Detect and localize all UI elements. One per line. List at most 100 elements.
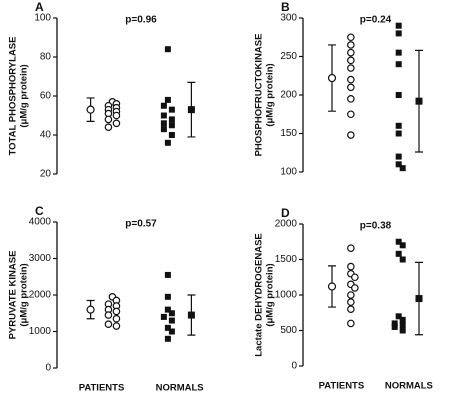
normal-point (395, 250, 402, 257)
y-tick-label: 2000 (275, 219, 298, 230)
y-tick-label: 40 (40, 130, 52, 141)
patient-point (104, 320, 113, 329)
normal-point (160, 313, 167, 320)
y-tick-label: 1000 (275, 290, 298, 301)
y-tick-label: 250 (280, 51, 297, 62)
patient-point (347, 291, 355, 299)
normal-point (164, 271, 171, 278)
patient-point (347, 56, 355, 65)
p-value: p=0.96 (125, 15, 157, 26)
normal-point (391, 323, 398, 330)
normal-point (168, 132, 175, 138)
normal-point (395, 313, 402, 320)
normal-point (168, 317, 175, 324)
panel-label: A (35, 0, 44, 14)
y-axis-label: TOTAL PHOSPHORYLASE (8, 37, 19, 156)
normal-point (395, 122, 402, 129)
patient-point (347, 244, 355, 252)
y-tick-label: 500 (280, 325, 297, 336)
patient-point (347, 64, 355, 72)
mean-marker (415, 97, 423, 105)
mean-marker (187, 311, 195, 319)
mean-marker (187, 106, 195, 114)
normal-point (395, 238, 402, 245)
normal-point (399, 256, 406, 263)
normal-point (164, 306, 171, 313)
normal-point (399, 165, 406, 172)
y-axis-label: PYRUVATE KINASE (8, 251, 19, 340)
patient-point (112, 314, 121, 323)
mean-marker (86, 105, 95, 114)
normal-point (395, 61, 402, 68)
x-category-label: PATIENTS (319, 381, 365, 392)
y-tick-label: 100 (280, 167, 297, 178)
p-value: p=0.38 (360, 221, 392, 232)
patient-point (351, 273, 359, 282)
normal-point (168, 106, 175, 113)
patient-point (347, 298, 355, 306)
normal-point (164, 139, 171, 146)
panel-label: B (281, 0, 290, 14)
patient-point (347, 305, 355, 314)
normal-point (391, 320, 398, 327)
x-category-label: PATIENTS (79, 383, 125, 394)
normal-point (395, 30, 402, 37)
normal-point (164, 335, 171, 342)
patient-point (347, 33, 355, 42)
patient-point (112, 322, 121, 330)
y-tick-label: 0 (291, 361, 297, 372)
patient-point (347, 75, 355, 84)
normal-point (399, 316, 406, 323)
y-tick-label: 300 (280, 13, 297, 24)
p-value: p=0.57 (125, 219, 157, 230)
y-tick-label: 1000 (29, 326, 52, 337)
y-axis-label: Lactate DEHYDROGENASE (254, 233, 265, 357)
patient-point (104, 115, 113, 124)
normal-point (168, 122, 175, 129)
y-axis-unit: (μM/g protein) (19, 263, 30, 326)
x-category-label: NORMALS (385, 381, 433, 392)
normal-point (160, 120, 167, 127)
normal-point (160, 112, 167, 119)
normal-point (164, 46, 171, 53)
patient-point (347, 48, 355, 57)
normal-point (399, 321, 406, 328)
normal-point (395, 49, 402, 56)
normal-point (395, 161, 402, 168)
patient-point (347, 41, 355, 49)
y-axis-unit: (μM/g protein) (265, 63, 276, 126)
patient-point (104, 123, 113, 132)
y-axis-label: PHOSPHOFRUCTOKINASE (254, 34, 265, 157)
normal-point (395, 22, 402, 29)
y-tick-label: 200 (280, 90, 297, 101)
normal-point (164, 293, 171, 300)
normal-point (160, 102, 167, 109)
y-axis-unit: (μM/g protein) (19, 64, 30, 127)
y-tick-label: 60 (40, 91, 52, 102)
normal-point (395, 153, 402, 160)
normal-point (164, 324, 171, 331)
normal-point (399, 327, 406, 334)
mean-marker (86, 305, 95, 314)
x-category-label: NORMALS (156, 383, 204, 394)
normal-point (164, 96, 171, 103)
patient-point (347, 319, 355, 328)
mean-marker (415, 295, 423, 303)
normal-point (395, 130, 402, 137)
y-tick-label: 100 (34, 13, 51, 24)
panel-label: D (281, 206, 290, 220)
normal-point (168, 310, 175, 317)
patient-point (347, 83, 355, 92)
mean-marker (327, 282, 337, 291)
y-tick-label: 150 (280, 128, 297, 139)
patient-point (112, 307, 121, 316)
mean-marker (327, 73, 337, 83)
patient-point (347, 131, 355, 139)
patient-point (112, 111, 121, 120)
normal-point (168, 116, 175, 123)
y-tick-label: 4000 (29, 217, 52, 228)
patient-point (104, 311, 113, 319)
y-axis-unit: (μM/g protein) (265, 263, 276, 326)
patient-point (347, 110, 355, 119)
